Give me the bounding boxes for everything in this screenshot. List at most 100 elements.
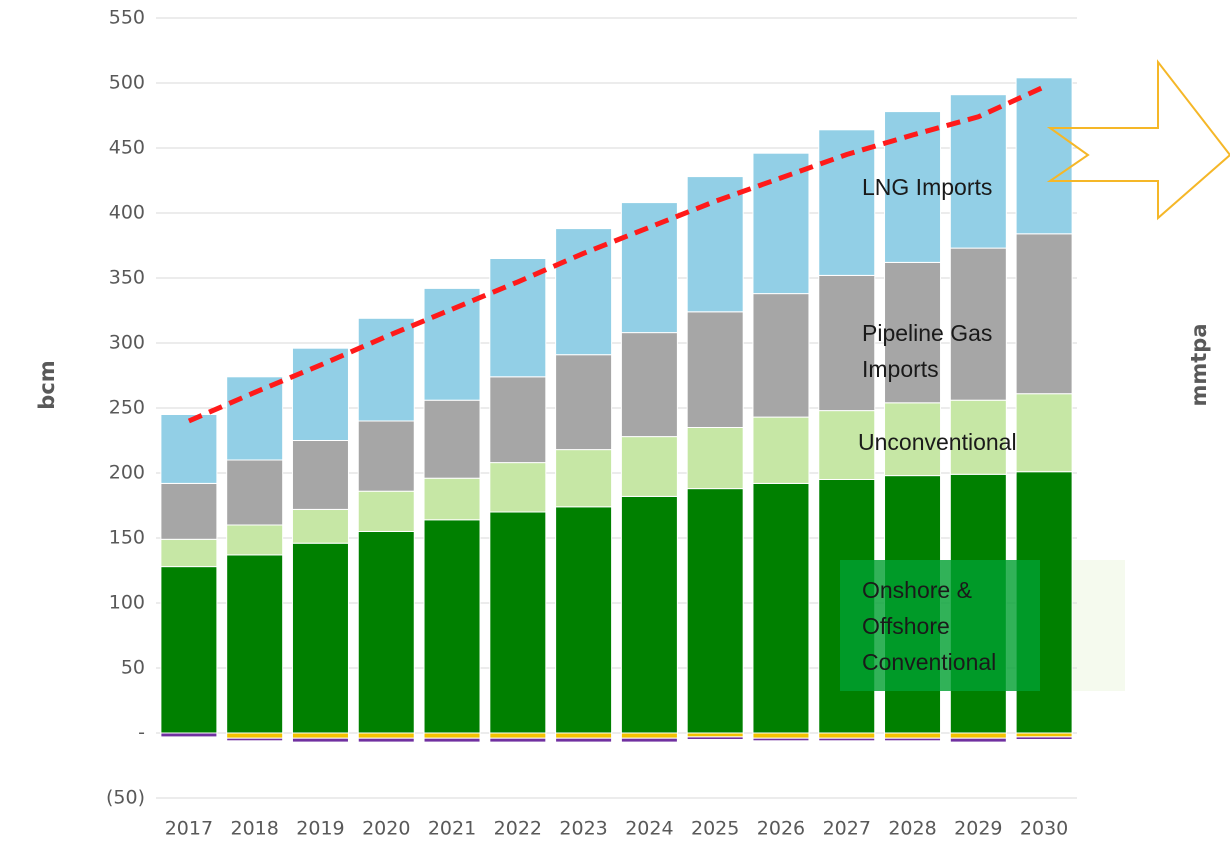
bar-segment: [686, 176, 744, 313]
x-tick-label: 2017: [165, 818, 213, 840]
bar-segment: [555, 228, 613, 356]
y-tick-label: 100: [109, 592, 145, 614]
bar-segment: [620, 202, 678, 334]
bar-segment: [226, 732, 284, 739]
x-tick-label: 2022: [494, 818, 542, 840]
bar-segment: [423, 399, 481, 479]
bar-segment: [620, 332, 678, 438]
bar-segment: [226, 554, 284, 734]
bar-segment: [357, 737, 415, 743]
bar-segment: [949, 247, 1007, 401]
bar-segment: [1015, 77, 1073, 235]
arrow: [1046, 59, 1230, 221]
y-tick-label: 300: [109, 332, 145, 354]
bar-segment: [226, 524, 284, 556]
bar-segment: [160, 482, 218, 540]
y-tick-label: 350: [109, 267, 145, 289]
bar-segment: [489, 462, 547, 513]
bar-segment: [226, 459, 284, 526]
bar-segment: [686, 311, 744, 428]
x-tick-label: 2020: [362, 818, 410, 840]
y-tick-label: 200: [109, 462, 145, 484]
bar-segment: [291, 347, 349, 442]
x-tick-label: 2023: [559, 818, 607, 840]
bar-segment: [620, 737, 678, 743]
bar-segment: [818, 410, 876, 481]
bar-segment: [423, 737, 481, 743]
bar-segment: [555, 506, 613, 734]
bar-segment: [949, 399, 1007, 475]
bar-segment: [752, 416, 810, 484]
bar-segment: [291, 737, 349, 743]
y-tick-label: 500: [109, 72, 145, 94]
bar-segment: [489, 511, 547, 734]
label-box: [840, 560, 1040, 691]
bar-segment: [357, 732, 415, 739]
x-tick-label: 2025: [691, 818, 739, 840]
x-tick-label: 2027: [823, 818, 871, 840]
bar-segment: [357, 420, 415, 492]
bar-segment: [423, 519, 481, 734]
bar-segment: [686, 427, 744, 490]
bar-segment: [291, 508, 349, 544]
bar-segment: [620, 436, 678, 497]
bar-segment: [160, 538, 218, 568]
bar-segment: [555, 449, 613, 508]
bar-segment: [686, 488, 744, 734]
bar-segment: [949, 737, 1007, 743]
bar-segment: [423, 732, 481, 739]
bar-segment: [357, 317, 415, 422]
bar-segment: [884, 402, 942, 477]
bar-segment: [884, 261, 942, 404]
bar-segment: [752, 482, 810, 734]
y-tick-label: (50): [106, 787, 145, 809]
bar-segment: [884, 737, 942, 742]
bar-segment: [423, 477, 481, 521]
bar-segment: [226, 376, 284, 461]
bar-segment: [555, 732, 613, 739]
conventional-label: Onshore & Offshore Conventional: [862, 577, 997, 675]
bar-segment: [160, 414, 218, 484]
bar-segment: [884, 732, 942, 739]
bar-segment: [752, 293, 810, 418]
x-tick-label: 2026: [757, 818, 805, 840]
bar-segment: [160, 732, 218, 738]
bar-segment: [1015, 233, 1073, 395]
bar-segment: [357, 531, 415, 734]
y-tick-label: 400: [109, 202, 145, 224]
y2-axis-label: mmtpa: [1187, 323, 1211, 406]
x-tick-label: 2029: [954, 818, 1002, 840]
bar-segment: [620, 495, 678, 734]
x-tick-label: 2030: [1020, 818, 1068, 840]
bar-segment: [818, 732, 876, 739]
bar-segment: [686, 736, 744, 741]
y-axis-label: bcm: [35, 360, 59, 409]
bar-segment: [752, 152, 810, 295]
trend-line: [187, 84, 1046, 424]
x-tick-label: 2019: [296, 818, 344, 840]
bar-segment: [489, 258, 547, 378]
bar-segment: [291, 732, 349, 739]
y-tick-label: -: [138, 722, 145, 744]
bar-segment: [620, 732, 678, 739]
x-tick-label: 2024: [625, 818, 673, 840]
bar-segment: [357, 490, 415, 533]
bar-segment: [160, 566, 218, 734]
bar-segment: [291, 542, 349, 734]
bar-segment: [949, 732, 1007, 739]
bar-segment: [489, 732, 547, 739]
x-tick-label: 2018: [230, 818, 278, 840]
bar-segment: [1015, 732, 1073, 738]
bar-segment: [1015, 393, 1073, 473]
x-tick-label: 2021: [428, 818, 476, 840]
bar-segment: [752, 732, 810, 739]
bar-segment: [555, 737, 613, 743]
y-tick-label: 250: [109, 397, 145, 419]
pipeline-label: Pipeline Gas Imports: [862, 320, 993, 382]
bar-segment: [752, 737, 810, 742]
bar-segment: [686, 732, 744, 738]
bar-segment: [226, 737, 284, 742]
bar-segment: [423, 287, 481, 401]
